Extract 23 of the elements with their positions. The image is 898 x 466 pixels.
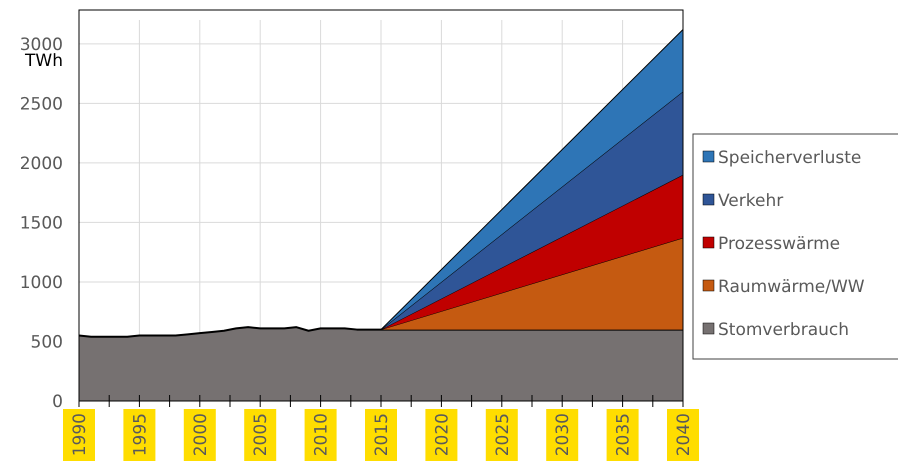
x-tick-label: 2005 xyxy=(251,413,272,456)
x-tick-label: 2030 xyxy=(553,413,574,456)
legend-label: Raumwärme/WW xyxy=(718,276,865,297)
x-tick-label: 2040 xyxy=(674,413,694,456)
y-tick-label: 1000 xyxy=(20,272,63,293)
x-tick-label: 2015 xyxy=(372,413,392,456)
y-tick-label: 500 xyxy=(30,332,63,352)
x-tick-label: 2020 xyxy=(432,413,452,456)
x-tick-label: 2010 xyxy=(312,413,332,456)
x-tick-label: 2035 xyxy=(614,413,634,456)
legend-label: Verkehr xyxy=(718,190,784,211)
legend-label: Speicherverluste xyxy=(718,148,862,168)
y-tick-label: 2000 xyxy=(20,154,63,174)
y-axis-title: TWh xyxy=(24,50,63,71)
y-tick-label: 1500 xyxy=(20,213,63,234)
legend-label: Prozesswärme xyxy=(718,234,840,254)
x-tick-label: 2025 xyxy=(492,413,513,456)
legend-label: Stomverbrauch xyxy=(718,320,850,340)
y-tick-label: 2500 xyxy=(20,94,63,114)
x-tick-label: 1995 xyxy=(130,413,150,456)
x-tick-label: 2000 xyxy=(190,413,211,456)
x-tick-label: 1990 xyxy=(70,413,90,456)
y-tick-label: 0 xyxy=(52,392,63,412)
